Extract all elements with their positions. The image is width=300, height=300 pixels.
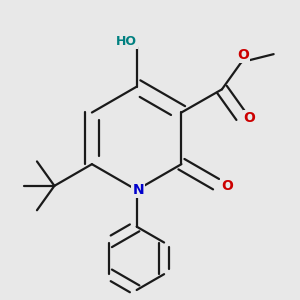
Text: O: O <box>244 111 256 125</box>
Text: HO: HO <box>116 35 136 48</box>
Text: N: N <box>133 183 144 197</box>
Text: O: O <box>237 48 249 62</box>
Text: O: O <box>221 179 233 193</box>
